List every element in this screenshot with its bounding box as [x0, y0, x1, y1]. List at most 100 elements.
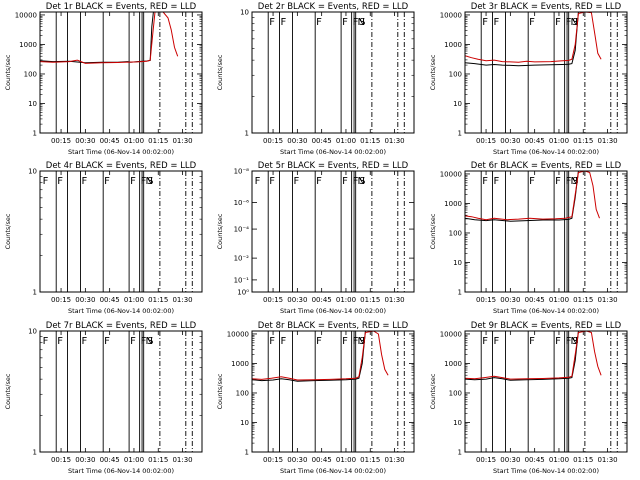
- x-axis-label: Start Time (06-Nov-14 00:02:00): [493, 148, 599, 156]
- x-tick-label: 01:30: [172, 296, 192, 304]
- flag-marker: F: [104, 176, 110, 187]
- x-axis-label: Start Time (06-Nov-14 00:02:00): [280, 467, 386, 475]
- x-tick-label: 01:00: [124, 296, 144, 304]
- y-axis-label: Counts/sec: [216, 213, 224, 249]
- flag-marker: F: [141, 336, 147, 347]
- x-tick-label: 00:30: [287, 137, 307, 145]
- y-axis-label: Counts/sec: [216, 373, 224, 409]
- plot-frame: [251, 330, 415, 453]
- x-tick-label: 00:30: [500, 137, 520, 145]
- flag-marker: F: [43, 336, 49, 347]
- x-axis-label: Start Time (06-Nov-14 00:02:00): [493, 307, 599, 315]
- flag-marker: F: [529, 17, 535, 28]
- plot-frame: [464, 330, 628, 453]
- x-tick-label: 01:15: [148, 296, 168, 304]
- x-tick-label: 01:15: [148, 456, 168, 464]
- flag-marker: S: [359, 176, 365, 187]
- x-tick-label: 00:30: [287, 296, 307, 304]
- flag-marker: N: [145, 336, 152, 347]
- plot-frame: [464, 11, 628, 134]
- flag-marker: N: [570, 336, 577, 347]
- chart-title: Det 8r BLACK = Events, RED = LLD: [258, 321, 409, 331]
- flag-marker: F: [566, 17, 572, 28]
- x-tick-label: 01:00: [549, 296, 569, 304]
- lld-series-line: [465, 171, 600, 221]
- y-tick-label: 10⁻⁶: [234, 199, 250, 207]
- y-tick-label: 1000: [19, 41, 37, 49]
- x-tick-label: 00:15: [51, 296, 71, 304]
- x-tick-label: 00:45: [312, 296, 332, 304]
- x-tick-label: 01:00: [549, 456, 569, 464]
- x-tick-label: 01:30: [384, 296, 404, 304]
- flag-marker: F: [353, 336, 359, 347]
- x-tick-label: 00:45: [100, 296, 120, 304]
- x-tick-label: 00:15: [51, 456, 71, 464]
- x-tick-label: 00:15: [476, 456, 496, 464]
- y-tick-label: 10: [240, 9, 249, 17]
- x-tick-label: 01:00: [549, 137, 569, 145]
- x-tick-label: 00:30: [75, 296, 95, 304]
- y-tick-label: 10: [240, 419, 249, 427]
- flag-marker: F: [281, 336, 287, 347]
- flag-marker: F: [342, 176, 348, 187]
- chart-panel-5: Det 5r BLACK = Events, RED = LLD Start Ti…: [216, 161, 415, 315]
- y-tick-label: 1: [458, 449, 462, 457]
- flag-marker: F: [255, 176, 261, 187]
- y-tick-label: 10: [453, 419, 462, 427]
- x-tick-label: 01:30: [172, 456, 192, 464]
- flag-marker: F: [43, 176, 49, 187]
- x-tick-label: 00:30: [75, 456, 95, 464]
- x-tick-label: 01:15: [573, 137, 593, 145]
- flag-marker: F: [555, 336, 561, 347]
- y-tick-label: 10⁻¹: [234, 276, 250, 284]
- y-tick-label: 10⁰: [237, 289, 249, 297]
- flag-marker: F: [82, 176, 88, 187]
- flag-marker: F: [555, 17, 561, 28]
- y-tick-label: 100: [236, 389, 249, 397]
- x-tick-label: 00:15: [476, 137, 496, 145]
- y-tick-label: 100: [449, 70, 462, 78]
- flag-marker: S: [359, 336, 365, 347]
- x-tick-label: 01:15: [360, 296, 380, 304]
- flag-marker: F: [482, 17, 488, 28]
- flag-marker: F: [269, 176, 275, 187]
- x-tick-label: 00:30: [75, 137, 95, 145]
- plot-frame: [251, 170, 415, 293]
- flag-marker: F: [316, 336, 322, 347]
- flag-marker: F: [316, 176, 322, 187]
- y-tick-label: 100: [24, 70, 37, 78]
- chart-panel-2: Det 2r BLACK = Events, RED = LLD Start Ti…: [216, 2, 415, 156]
- y-tick-label: 1: [33, 289, 37, 297]
- x-tick-label: 00:30: [500, 456, 520, 464]
- x-tick-label: 01:00: [124, 456, 144, 464]
- y-tick-label: 10: [453, 259, 462, 267]
- chart-panel-4: Det 4r BLACK = Events, RED = LLD Start Ti…: [4, 161, 203, 315]
- y-axis-label: Counts/sec: [429, 373, 437, 409]
- x-tick-label: 00:45: [312, 456, 332, 464]
- flag-marker: F: [141, 176, 147, 187]
- x-tick-label: 00:15: [263, 296, 283, 304]
- plot-frame: [39, 330, 203, 453]
- y-tick-label: 10000: [440, 11, 462, 19]
- chart-title: Det 5r BLACK = Events, RED = LLD: [258, 161, 409, 171]
- events-series-line: [465, 12, 579, 67]
- chart-panel-7: Det 7r BLACK = Events, RED = LLD Start Ti…: [4, 321, 203, 475]
- flag-marker: F: [316, 17, 322, 28]
- x-tick-label: 01:00: [336, 456, 356, 464]
- chart-title: Det 1r BLACK = Events, RED = LLD: [46, 2, 197, 12]
- flag-marker: F: [281, 17, 287, 28]
- flag-marker: N: [357, 336, 364, 347]
- x-tick-label: 00:45: [312, 137, 332, 145]
- flag-marker: F: [342, 336, 348, 347]
- flag-marker: F: [82, 336, 88, 347]
- flag-marker: N: [570, 176, 577, 187]
- y-tick-label: 10000: [440, 330, 462, 338]
- y-tick-label: 10: [28, 168, 37, 176]
- y-tick-label: 10⁻⁸: [234, 168, 250, 176]
- flag-marker: N: [570, 17, 577, 28]
- flag-marker: F: [353, 176, 359, 187]
- chart-panel-9: Det 9r BLACK = Events, RED = LLD Start Ti…: [429, 321, 628, 475]
- y-tick-label: 1000: [444, 200, 462, 208]
- x-tick-label: 00:30: [500, 296, 520, 304]
